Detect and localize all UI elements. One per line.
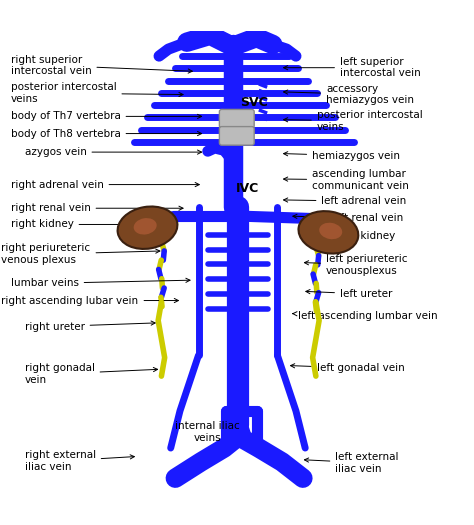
Text: right adrenal vein: right adrenal vein [11,180,199,190]
Ellipse shape [118,206,177,249]
Text: left periureteric
venousplexus: left periureteric venousplexus [304,254,408,276]
Text: hemiazygos vein: hemiazygos vein [283,151,400,161]
Text: body of Th8 vertebra: body of Th8 vertebra [11,129,201,139]
Text: lumbar veins: lumbar veins [11,278,190,288]
Text: accessory
hemiazygos vein: accessory hemiazygos vein [283,84,414,106]
Text: left superior
intercostal vein: left superior intercostal vein [283,57,421,78]
Text: right kidney: right kidney [11,219,146,229]
Text: right renal vein: right renal vein [11,203,183,213]
Text: right periureteric
venous plexus: right periureteric venous plexus [1,244,160,265]
Text: left external
iliac vein: left external iliac vein [304,452,399,474]
Text: internal iliac
veins: internal iliac veins [175,421,240,443]
Ellipse shape [299,211,358,254]
Text: azygos vein: azygos vein [25,147,201,157]
FancyBboxPatch shape [219,109,254,128]
Text: left gonadal vein: left gonadal vein [291,363,404,373]
Text: left adrenal vein: left adrenal vein [283,196,407,206]
Ellipse shape [319,223,342,239]
Text: right ureter: right ureter [25,321,155,331]
Text: left kidney: left kidney [311,230,395,240]
Text: ascending lumbar
communicant vein: ascending lumbar communicant vein [283,169,409,191]
Text: body of Th7 vertebra: body of Th7 vertebra [11,111,201,121]
Text: right gonadal
vein: right gonadal vein [25,363,157,385]
Ellipse shape [134,218,157,235]
Text: posterior intercostal
veins: posterior intercostal veins [283,110,422,132]
FancyBboxPatch shape [219,127,254,145]
Text: left ureter: left ureter [306,289,392,299]
Text: left renal vein: left renal vein [293,214,403,224]
Text: right superior
intercostal vein: right superior intercostal vein [11,55,192,76]
Text: SVC: SVC [240,96,268,109]
Text: IVC: IVC [236,182,259,195]
Text: right ascending lubar vein: right ascending lubar vein [1,296,178,306]
Text: right external
iliac vein: right external iliac vein [25,450,134,472]
Text: posterior intercostal
veins: posterior intercostal veins [11,82,183,104]
Text: left ascending lumbar vein: left ascending lumbar vein [292,311,438,321]
